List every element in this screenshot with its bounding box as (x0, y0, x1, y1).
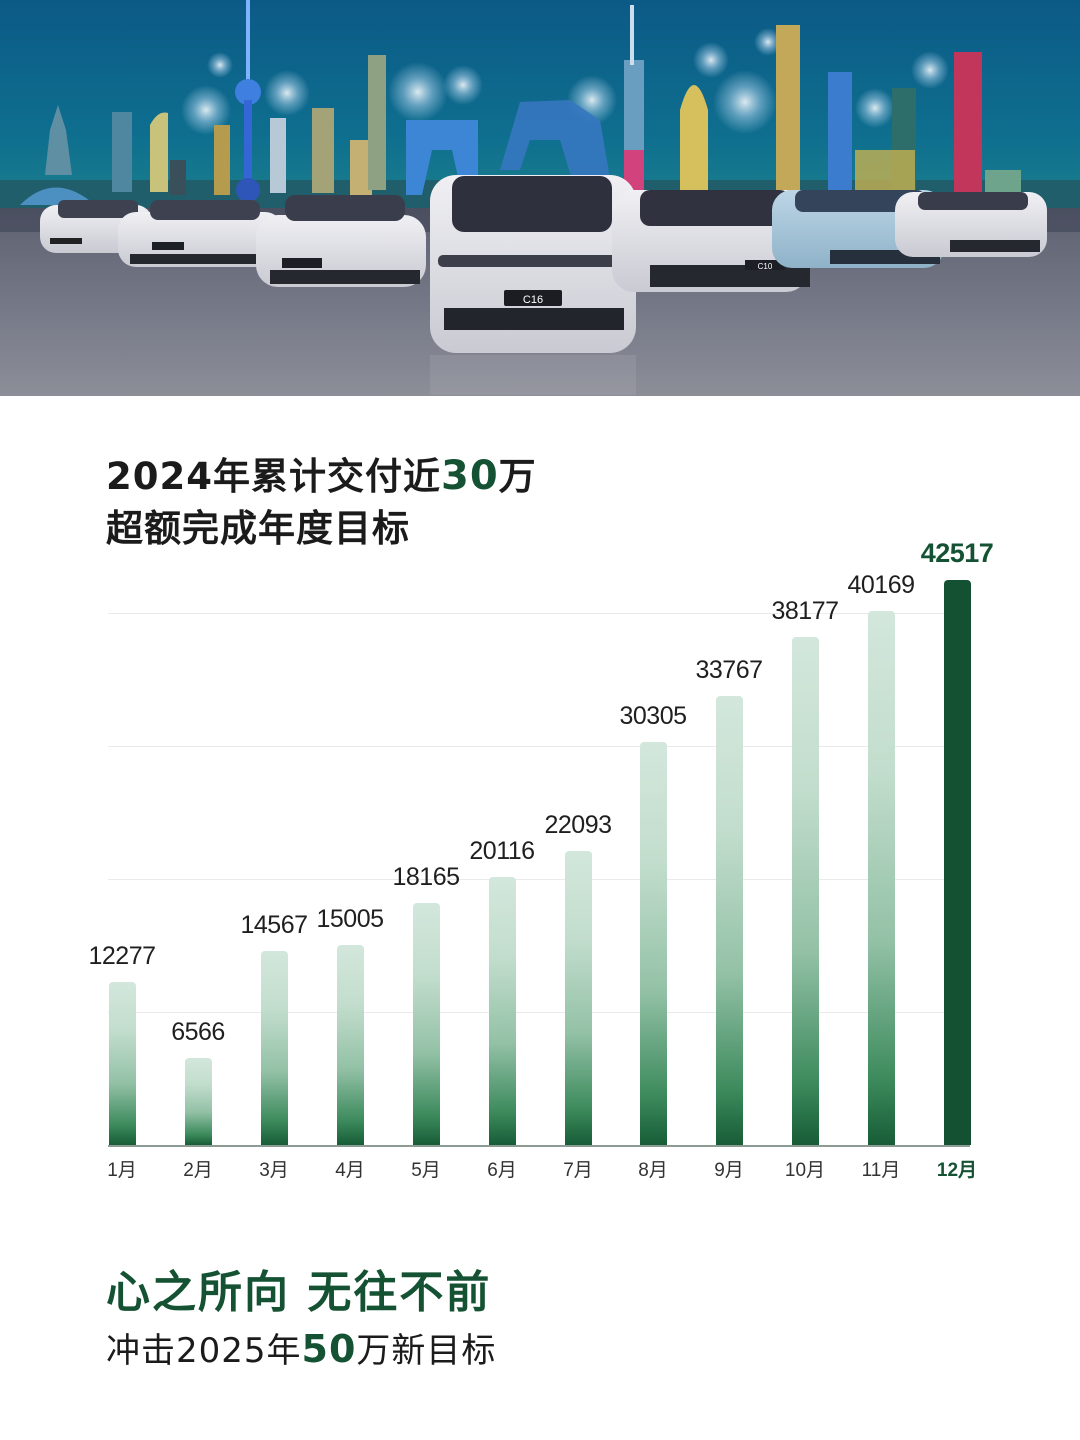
x-tick-label: 2月 (183, 1160, 213, 1181)
bar-8 (639, 741, 667, 1145)
gridline (108, 879, 970, 880)
bar-1 (108, 981, 136, 1145)
target-prefix: 冲击2025年 (106, 1331, 302, 1371)
svg-text:C16: C16 (523, 294, 543, 306)
x-tick-label: 11月 (861, 1160, 901, 1181)
value-label: 18165 (392, 863, 460, 892)
headline-line-2: 超额完成年度目标 (106, 507, 410, 550)
x-tick-label: 10月 (784, 1160, 826, 1181)
value-label: 33767 (695, 655, 763, 684)
bar-9 (715, 695, 743, 1145)
value-label: 38177 (771, 597, 839, 626)
headline-prefix: 2024年累计交付近 (106, 455, 441, 498)
target-number: 50 (301, 1327, 357, 1371)
x-tick-label: 8月 (638, 1160, 668, 1181)
footer: 心之所向 无往不前 冲击2025年50万新目标 (106, 1262, 496, 1376)
value-label: 22093 (544, 811, 612, 840)
value-label: 15005 (316, 905, 384, 934)
car-c01-sport (256, 195, 426, 287)
skyline-with-cars-illustration: C16 C10 (0, 0, 1080, 396)
car-right-suv (895, 192, 1047, 257)
value-label: 12277 (88, 941, 156, 970)
value-label: 42517 (920, 537, 994, 568)
bar-7 (564, 851, 592, 1145)
car-c10: C10 (612, 190, 810, 292)
x-tick-label: 5月 (411, 1160, 441, 1181)
monthly-deliveries-bar-chart: 12277 6566 14567 15005 18165 20116 22093 30305 3… (0, 537, 1080, 1200)
bar-2 (184, 1057, 212, 1145)
bar-12 (943, 579, 971, 1145)
value-label: 20116 (469, 837, 535, 866)
bar-6 (488, 877, 516, 1145)
gridline (108, 1012, 970, 1013)
bar-5 (412, 903, 440, 1145)
x-tick-label: 9月 (714, 1160, 744, 1181)
value-label: 30305 (619, 701, 687, 730)
hero-photo: C16 C10 (0, 0, 1080, 396)
target-line: 冲击2025年50万新目标 (106, 1324, 496, 1376)
x-tick-label: 3月 (259, 1160, 289, 1181)
x-tick-label: 6月 (487, 1160, 517, 1181)
headline-line-1: 2024年累计交付近30万 (106, 450, 537, 503)
headline: 2024年累计交付近30万 超额完成年度目标 (106, 450, 537, 555)
svg-text:C10: C10 (758, 262, 773, 271)
x-axis-line (108, 1145, 970, 1147)
bar-4 (336, 945, 364, 1145)
x-tick-label: 7月 (563, 1160, 593, 1181)
headline-number: 30 (440, 453, 499, 499)
fireworks (181, 28, 949, 135)
slogan: 心之所向 无往不前 (106, 1267, 492, 1318)
gridline (108, 746, 970, 747)
bar-10 (791, 637, 819, 1145)
gridline (108, 613, 970, 614)
x-tick-label: 4月 (335, 1160, 365, 1181)
value-label: 14567 (240, 911, 308, 940)
headline-suffix: 万 (498, 455, 537, 498)
bar-11 (867, 610, 895, 1145)
value-label: 6566 (171, 1017, 225, 1046)
x-tick-label: 1月 (107, 1160, 137, 1181)
car-c16: C16 (430, 175, 636, 353)
car-lineup: C16 C10 (40, 175, 1047, 353)
bar-3 (260, 951, 288, 1145)
x-tick-label: 12月 (936, 1160, 978, 1181)
value-label: 40169 (847, 570, 915, 599)
car-c01 (118, 200, 283, 267)
target-suffix: 万新目标 (356, 1331, 497, 1371)
